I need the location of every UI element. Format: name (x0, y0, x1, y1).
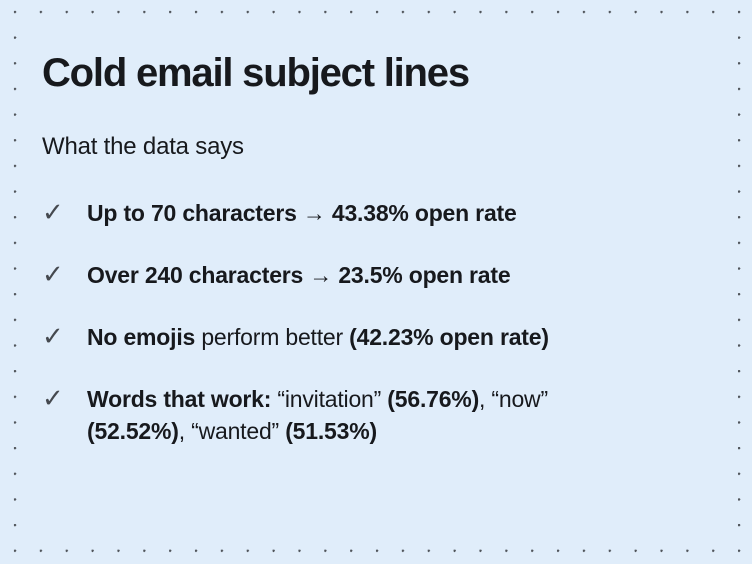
item-text-regular: “invitation” (271, 386, 388, 412)
item-text-regular: , “now” (479, 386, 548, 412)
list-item: ✓ No emojis perform better (42.23% open … (42, 321, 722, 353)
item-text-regular: , “wanted” (178, 418, 286, 444)
item-text-bold: Over 240 characters → 23.5% open rate (87, 262, 511, 288)
item-text-bold: (52.52%) (87, 418, 179, 444)
item-text: Words that work: “invitation” (56.76%), … (87, 383, 722, 447)
checkmark-icon: ✓ (42, 259, 64, 289)
item-text: No emojis perform better (42.23% open ra… (87, 321, 722, 353)
card-surface (28, 24, 724, 538)
list-item: ✓ Words that work: “invitation” (56.76%)… (42, 383, 722, 447)
item-text-bold: No emojis (87, 324, 196, 350)
item-text-regular: perform better (195, 324, 350, 350)
item-text-bold: (51.53%) (285, 418, 377, 444)
item-text: Over 240 characters → 23.5% open rate (87, 259, 722, 291)
stats-list: ✓ Up to 70 characters → 43.38% open rate… (42, 197, 722, 477)
item-text-bold: Words that work: (87, 386, 272, 412)
item-text-bold: Up to 70 characters → 43.38% open rate (87, 200, 517, 226)
checkmark-icon: ✓ (42, 383, 64, 413)
item-text: Up to 70 characters → 43.38% open rate (87, 197, 722, 229)
item-text-bold: (42.23% open rate) (349, 324, 549, 350)
subtitle: What the data says (42, 133, 244, 160)
list-item: ✓ Over 240 characters → 23.5% open rate (42, 259, 722, 291)
page-title: Cold email subject lines (42, 51, 470, 95)
list-item: ✓ Up to 70 characters → 43.38% open rate (42, 197, 722, 229)
checkmark-icon: ✓ (42, 321, 64, 351)
checkmark-icon: ✓ (42, 197, 64, 227)
item-text-bold: (56.76%) (387, 386, 480, 412)
